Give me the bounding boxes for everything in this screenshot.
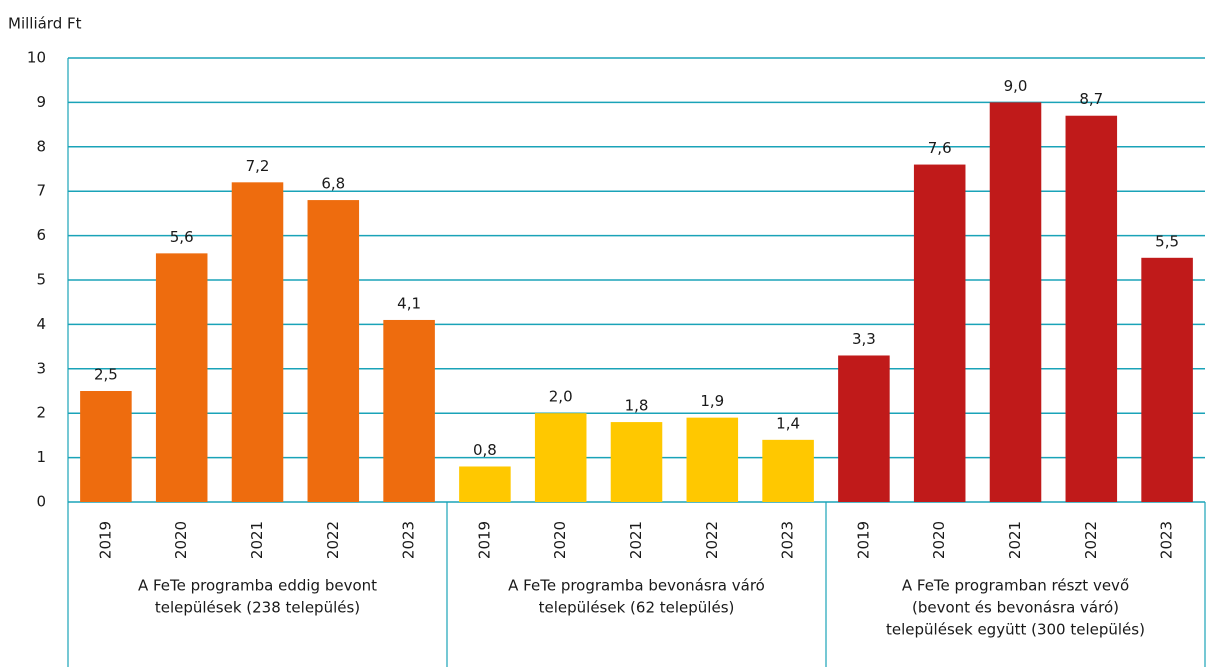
bar <box>459 466 511 502</box>
y-tick-label: 9 <box>36 93 46 111</box>
bar <box>383 319 435 502</box>
value-label: 1,9 <box>700 392 724 410</box>
group-label: települések (62 település) <box>539 599 735 617</box>
y-axis-label: Milliárd Ft <box>8 15 82 33</box>
y-tick-label: 3 <box>36 359 46 377</box>
value-label: 1,8 <box>625 397 649 415</box>
x-tick-label: 2021 <box>1006 521 1024 559</box>
value-label: 5,5 <box>1155 232 1179 250</box>
x-tick-label: 2019 <box>96 521 114 559</box>
group-label: települések (238 település) <box>155 599 360 617</box>
y-tick-label: 6 <box>36 226 46 244</box>
y-tick-label: 5 <box>36 271 46 289</box>
x-tick-label: 2019 <box>475 521 493 559</box>
y-tick-label: 2 <box>36 404 46 422</box>
y-tick-label: 4 <box>36 315 46 333</box>
x-tick-label: 2021 <box>248 521 266 559</box>
x-tick-label: 2023 <box>400 521 418 559</box>
bar <box>762 439 814 502</box>
group-label: A FeTe programban részt vevő <box>902 577 1129 595</box>
value-label: 9,0 <box>1004 77 1028 95</box>
x-tick-label: 2019 <box>854 521 872 559</box>
value-label: 7,6 <box>928 139 952 157</box>
bar <box>80 391 132 502</box>
bar <box>610 422 663 502</box>
bar <box>686 417 739 502</box>
y-tick-label: 0 <box>36 493 46 511</box>
x-tick-label: 2020 <box>930 521 948 559</box>
y-tick-label: 8 <box>36 137 46 155</box>
y-tick-label: 10 <box>27 49 46 67</box>
bar <box>231 182 284 502</box>
x-tick-label: 2020 <box>172 521 190 559</box>
bar <box>989 102 1042 503</box>
value-label: 8,7 <box>1079 90 1103 108</box>
bar <box>1141 257 1193 502</box>
bar <box>838 355 890 502</box>
value-label: 2,5 <box>94 366 118 384</box>
value-label: 5,6 <box>170 228 194 246</box>
value-label: 2,0 <box>549 388 573 406</box>
y-tick-label: 7 <box>36 182 46 200</box>
x-tick-label: 2020 <box>551 521 569 559</box>
x-tick-label: 2023 <box>779 521 797 559</box>
bar <box>534 413 587 502</box>
x-tick-label: 2022 <box>1082 521 1100 559</box>
group-label: A FeTe programba bevonásra váró <box>508 577 765 595</box>
x-tick-label: 2021 <box>627 521 645 559</box>
bar <box>155 253 208 502</box>
group-label: (bevont és bevonásra váró) <box>912 599 1119 617</box>
x-tick-label: 2022 <box>324 521 342 559</box>
bar <box>913 164 966 502</box>
value-label: 0,8 <box>473 441 497 459</box>
value-label: 4,1 <box>397 294 421 312</box>
value-label: 6,8 <box>321 175 345 193</box>
x-tick-label: 2023 <box>1158 521 1176 559</box>
y-tick-label: 1 <box>36 448 46 466</box>
bar <box>307 200 360 502</box>
value-label: 3,3 <box>852 330 876 348</box>
x-tick-label: 2022 <box>703 521 721 559</box>
group-label: A FeTe programba eddig bevont <box>138 577 377 595</box>
value-label: 1,4 <box>776 414 800 432</box>
value-label: 7,2 <box>246 157 270 175</box>
bar <box>1065 115 1118 502</box>
group-label: települések együtt (300 település) <box>886 621 1145 639</box>
